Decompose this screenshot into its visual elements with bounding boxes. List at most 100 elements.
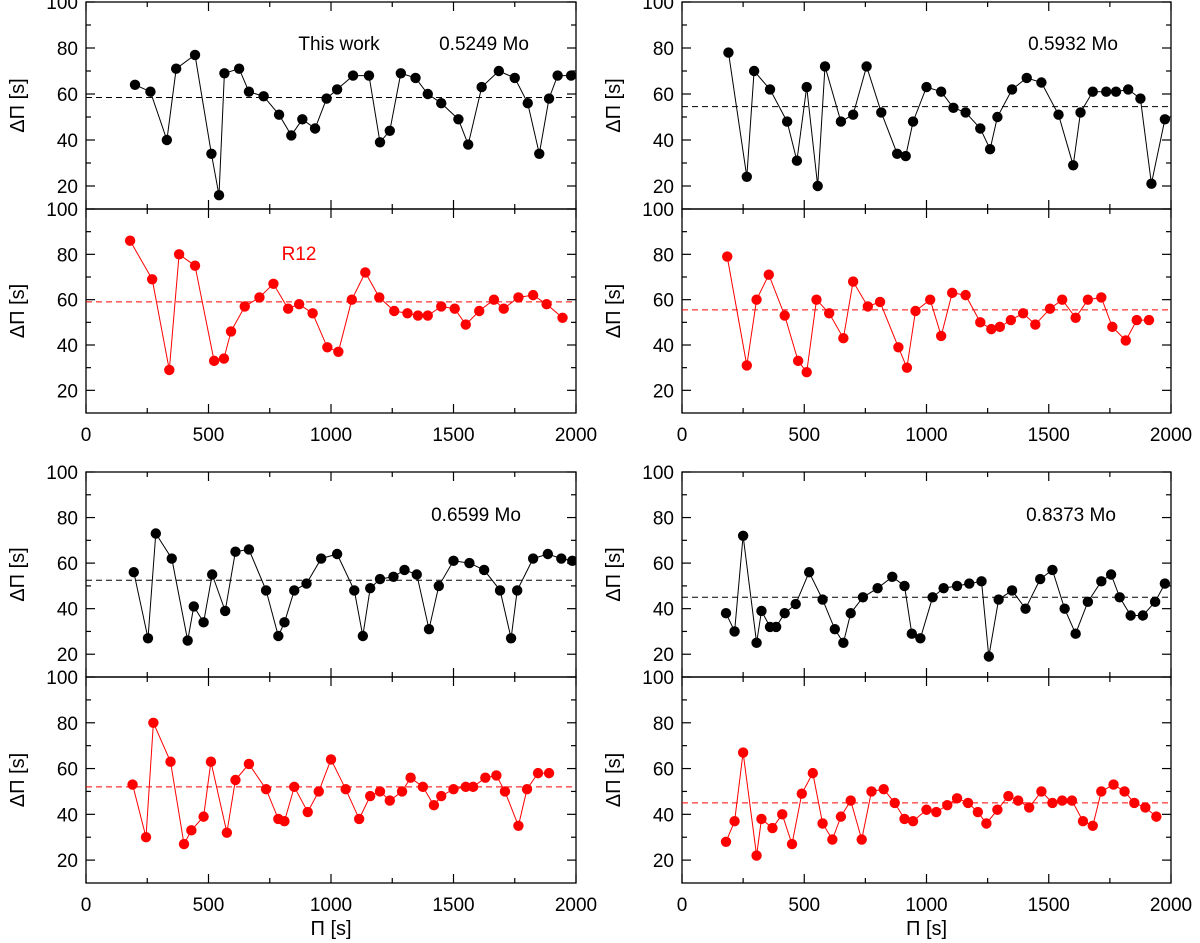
data-point xyxy=(460,319,471,330)
data-point xyxy=(874,296,886,308)
data-point xyxy=(405,772,416,783)
data-point xyxy=(931,806,942,818)
data-point xyxy=(984,144,996,155)
data-point xyxy=(1114,592,1125,603)
data-layer xyxy=(86,49,576,201)
data-point xyxy=(1012,795,1024,806)
data-point xyxy=(1075,107,1086,118)
data-point xyxy=(178,838,190,850)
panel-label: 0.6599 Mo xyxy=(431,505,521,526)
data-point xyxy=(552,70,563,81)
y-tick-label: 80 xyxy=(57,39,78,60)
data-point xyxy=(491,770,502,781)
data-layer xyxy=(682,47,1171,192)
data-point xyxy=(751,850,762,861)
data-point xyxy=(1120,335,1131,346)
y-tick-label: 40 xyxy=(57,336,78,357)
data-point xyxy=(205,756,217,767)
data-point xyxy=(140,832,152,843)
y-tick-label: 40 xyxy=(653,600,674,621)
data-point xyxy=(845,608,856,619)
y-tick-label: 80 xyxy=(653,245,674,266)
y-axis-title: ΔΠ [s] xyxy=(603,78,625,132)
data-layer xyxy=(86,717,576,850)
data-point xyxy=(297,114,308,125)
data-point xyxy=(239,301,250,312)
y-tick-label: 20 xyxy=(57,381,78,402)
panel-label: This work xyxy=(298,34,380,55)
data-point xyxy=(505,633,517,644)
x-tick-label: 1000 xyxy=(905,425,947,446)
data-point xyxy=(521,783,533,795)
data-point xyxy=(453,114,464,125)
data-point xyxy=(532,767,544,779)
data-point xyxy=(164,364,175,376)
x-tick-label: 500 xyxy=(788,895,820,916)
x-tick-label: 2000 xyxy=(1150,895,1192,916)
data-point xyxy=(557,312,568,323)
data-point xyxy=(527,289,539,301)
data-point xyxy=(960,107,971,118)
panel-bl-top: 20 40 60 80 100 ΔΠ [s] 0.6599 Mo xyxy=(7,463,577,678)
data-point xyxy=(887,571,898,582)
data-point xyxy=(128,567,139,578)
data-point xyxy=(543,93,555,104)
data-point xyxy=(260,783,272,795)
data-point xyxy=(781,116,793,127)
x-tick-label: 500 xyxy=(193,895,225,916)
data-point xyxy=(1119,786,1130,797)
data-point xyxy=(411,569,422,580)
data-point xyxy=(189,49,201,61)
data-point xyxy=(309,123,321,134)
data-point xyxy=(474,305,485,317)
data-point xyxy=(907,816,919,827)
data-point xyxy=(823,308,835,319)
panel-label: 0.5932 Mo xyxy=(1028,34,1118,55)
data-point xyxy=(349,585,360,596)
data-point xyxy=(927,592,938,603)
data-point xyxy=(565,70,576,81)
data-point xyxy=(374,786,386,797)
data-point xyxy=(268,278,279,289)
data-point xyxy=(129,79,141,91)
data-point xyxy=(1135,93,1146,104)
data-point xyxy=(542,548,554,560)
data-point xyxy=(478,564,490,576)
data-point xyxy=(899,813,910,825)
data-point xyxy=(208,355,220,367)
y-tick-label: 100 xyxy=(46,463,78,484)
data-point xyxy=(360,267,371,278)
data-point xyxy=(962,797,974,809)
data-point xyxy=(1082,596,1094,608)
data-point xyxy=(748,65,760,77)
data-point xyxy=(972,806,984,818)
data-point xyxy=(219,68,230,79)
x-tick-label: 1500 xyxy=(1028,425,1070,446)
y-tick-label: 60 xyxy=(57,554,78,575)
y-tick-label: 60 xyxy=(57,760,78,781)
data-point xyxy=(817,594,828,605)
y-tick-label: 80 xyxy=(57,714,78,735)
data-point xyxy=(293,299,305,310)
data-point xyxy=(1044,303,1056,314)
data-point xyxy=(1151,811,1162,822)
data-point xyxy=(729,816,740,827)
data-point xyxy=(1066,795,1078,806)
data-point xyxy=(981,818,992,829)
data-point xyxy=(417,781,429,793)
data-point xyxy=(396,786,408,797)
data-point xyxy=(1077,816,1089,827)
data-point xyxy=(729,626,740,637)
data-point xyxy=(951,580,963,592)
panel-label: 0.8373 Mo xyxy=(1026,505,1116,526)
y-tick-label: 20 xyxy=(653,851,674,872)
data-point xyxy=(395,68,407,79)
data-point xyxy=(948,102,959,114)
data-point xyxy=(1070,628,1081,639)
data-point xyxy=(1110,86,1122,97)
y-tick-label: 100 xyxy=(46,668,78,689)
data-point xyxy=(1131,314,1142,326)
data-point xyxy=(878,783,889,795)
data-point xyxy=(1003,790,1014,802)
